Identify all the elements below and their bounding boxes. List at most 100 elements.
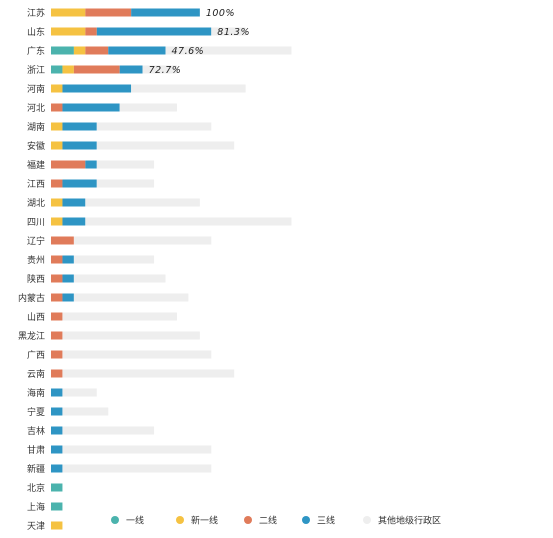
bar-segment-other	[62, 388, 97, 397]
bar-segment-other	[73, 293, 189, 302]
bar-segment-tier2	[51, 293, 63, 302]
category-label: 天津	[27, 521, 45, 532]
bar-segment-tier3	[62, 84, 132, 93]
percent-annotation: 47.6%	[172, 46, 205, 57]
bar-segment-other	[73, 274, 166, 283]
bar-segment-new-tier1	[51, 84, 63, 93]
bar-segment-new-tier1	[51, 141, 63, 150]
legend-marker-tier3	[302, 516, 310, 524]
bar-segment-tier1	[51, 46, 74, 55]
legend-marker-new-tier1	[176, 516, 184, 524]
bar-segment-new-tier1	[51, 217, 63, 226]
category-label: 山东	[27, 26, 45, 38]
legend-label-tier1: 一线	[126, 515, 144, 527]
bar-segment-other	[62, 369, 235, 378]
category-label: 河北	[27, 102, 45, 114]
bar-segment-other	[62, 350, 212, 359]
bar-segment-tier3	[62, 274, 74, 283]
category-label: 吉林	[27, 425, 45, 437]
bar-segment-tier2	[51, 312, 63, 321]
category-label: 江苏	[27, 7, 45, 19]
category-label: 湖南	[27, 121, 45, 133]
legend-label-other: 其他地级行政区	[378, 515, 441, 527]
bar-segment-tier3	[108, 46, 166, 55]
category-label: 广西	[27, 349, 45, 361]
category-label: 江西	[27, 179, 45, 190]
bar-segment-new-tier1	[51, 198, 63, 207]
category-label: 浙江	[27, 64, 45, 76]
bar-segment-other	[96, 122, 212, 131]
bar-segment-other	[85, 198, 200, 207]
bar-segment-other	[62, 407, 109, 416]
category-label: 陕西	[27, 273, 45, 285]
legend-marker-tier2	[244, 516, 252, 524]
bar-segment-tier2	[51, 369, 63, 378]
bar-segment-tier3	[62, 122, 97, 131]
bar-segment-tier3	[62, 179, 97, 188]
bar-segment-other	[62, 464, 212, 473]
bar-segment-other	[119, 103, 177, 112]
bar-segment-tier3	[62, 141, 97, 150]
bar-segment-new-tier1	[51, 122, 63, 131]
category-label: 甘肃	[27, 444, 45, 456]
percent-annotation: 81.3%	[217, 27, 250, 38]
category-label: 辽宁	[27, 235, 45, 247]
bar-segment-tier2	[51, 103, 63, 112]
bar-segment-other	[142, 65, 177, 74]
bar-segment-new-tier1	[51, 521, 63, 530]
bar-segment-tier3	[51, 407, 63, 416]
category-label: 宁夏	[27, 406, 45, 418]
bars-group	[51, 8, 292, 530]
category-label: 海南	[27, 387, 45, 399]
bar-segment-new-tier1	[73, 46, 86, 55]
bar-segment-other	[96, 141, 235, 150]
category-labels-group: 江苏山东广东浙江河南河北湖南安徽福建江西湖北四川辽宁贵州陕西内蒙古山西黑龙江广西…	[18, 7, 45, 532]
legend-label-new-tier1: 新一线	[191, 515, 218, 527]
bar-segment-tier3	[131, 8, 200, 17]
bar-segment-other	[62, 445, 212, 454]
annotations-group: 100% 81.3% 47.6% 72.7%	[149, 8, 250, 76]
bar-segment-tier3	[51, 426, 63, 435]
percent-annotation: 100%	[206, 8, 235, 19]
bar-segment-other	[85, 217, 292, 226]
bar-segment-tier3	[62, 293, 74, 302]
bar-segment-other	[73, 255, 155, 264]
bar-segment-tier2	[51, 179, 63, 188]
category-label: 内蒙古	[18, 292, 45, 304]
bar-segment-tier2	[51, 160, 86, 169]
bar-segment-other	[131, 84, 246, 93]
bar-segment-tier3	[62, 103, 120, 112]
bar-segment-tier2	[51, 236, 74, 245]
category-label: 北京	[27, 482, 45, 494]
bar-segment-tier1	[51, 502, 63, 511]
bar-segment-tier1	[51, 483, 63, 492]
bar-segment-tier3	[62, 198, 86, 207]
category-label: 福建	[27, 159, 45, 171]
category-label: 云南	[27, 368, 45, 380]
bar-segment-tier2	[73, 65, 120, 74]
bar-segment-tier2	[85, 27, 97, 36]
bar-segment-tier2	[85, 46, 109, 55]
bar-segment-other	[96, 160, 155, 169]
bar-segment-other	[62, 331, 200, 340]
legend-label-tier2: 二线	[259, 515, 277, 527]
bar-segment-tier3	[96, 27, 212, 36]
bar-segment-new-tier1	[62, 65, 74, 74]
bar-segment-tier3	[51, 388, 63, 397]
bar-segment-other	[62, 426, 155, 435]
bar-segment-other	[96, 179, 155, 188]
category-label: 广东	[27, 45, 45, 57]
category-label: 湖北	[27, 198, 45, 209]
percent-annotation: 72.7%	[149, 65, 182, 76]
legend-marker-tier1	[111, 516, 119, 524]
bar-segment-tier3	[62, 217, 86, 226]
bar-segment-other	[165, 46, 292, 55]
bar-segment-other	[211, 27, 246, 36]
legend: 一线 新一线 二线 三线 其他地级行政区	[111, 515, 441, 527]
bar-segment-tier2	[85, 8, 132, 17]
bar-segment-new-tier1	[51, 8, 86, 17]
bar-segment-tier3	[119, 65, 143, 74]
bar-segment-tier1	[51, 65, 63, 74]
category-label: 新疆	[27, 463, 45, 475]
